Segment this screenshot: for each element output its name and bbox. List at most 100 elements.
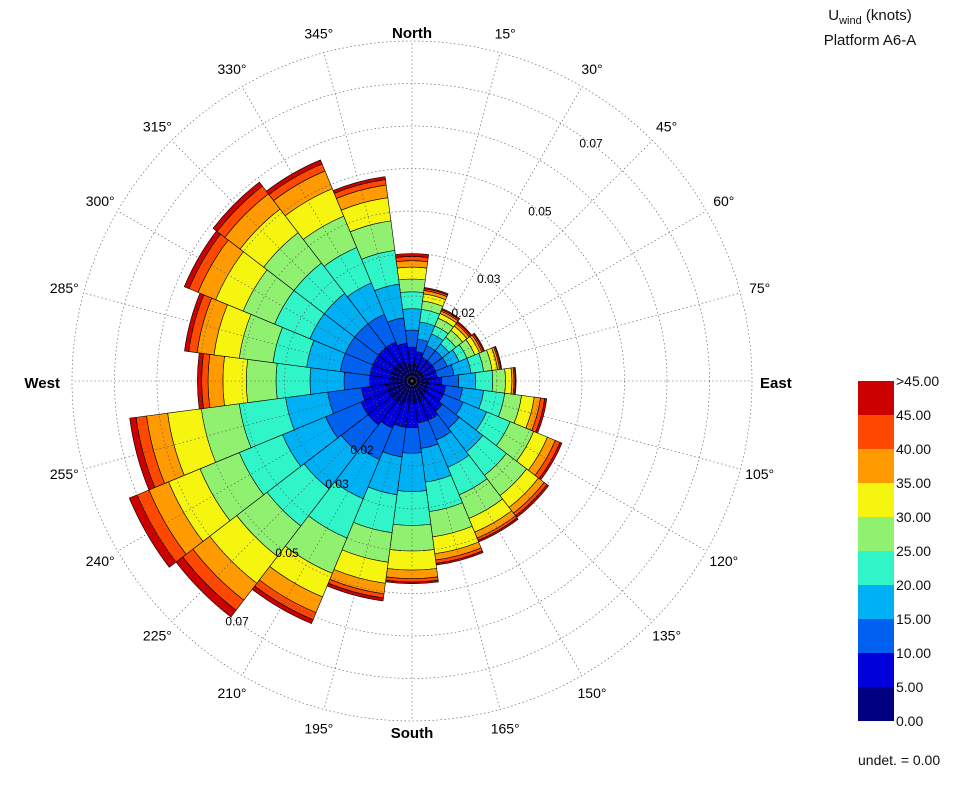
compass-south-label: South: [391, 725, 434, 742]
direction-tick-label: 165°: [491, 721, 520, 737]
sector-270-bin-4: [275, 362, 312, 400]
direction-tick-label: 345°: [304, 25, 333, 41]
compass-east-label: East: [760, 375, 792, 392]
direction-tick-label: 45°: [656, 118, 677, 134]
grid-spoke: [241, 380, 413, 676]
grid-spoke: [241, 86, 413, 382]
sector-315-bin-9: [212, 181, 263, 232]
grid-ring: [284, 253, 540, 509]
grid-spoke: [411, 380, 741, 470]
grid-spoke: [323, 52, 413, 382]
polar-grid: [71, 40, 753, 722]
undetermined-note: undet. = 0.00: [858, 752, 941, 768]
sector-240-bin-9: [128, 494, 177, 568]
legend-label: 30.00: [894, 509, 932, 525]
station-name: Platform A6-A: [823, 32, 917, 49]
compass-west-label: West: [24, 375, 60, 392]
legend-label: 35.00: [894, 475, 932, 491]
legend-label: 10.00: [894, 645, 932, 661]
legend-label: 25.00: [894, 543, 932, 559]
legend-swatch: [858, 517, 894, 551]
radial-tick-label: 0.02: [350, 443, 374, 457]
direction-tick-labels: 15° 30° 45° 60° 75° 105° 120° 135° 150° 165° 195° 2…: [50, 25, 774, 736]
legend-swatch: [858, 449, 894, 483]
sector-270-bin-7: [207, 354, 225, 408]
direction-tick-label: 225°: [143, 628, 172, 644]
radial-tick-label: 0.05: [528, 204, 552, 218]
sector-255-bin-9: [129, 417, 156, 491]
grid-spoke: [411, 380, 501, 710]
grid-ring: [156, 125, 668, 637]
direction-tick-label: 240°: [86, 553, 115, 569]
variable-symbol: U: [828, 7, 840, 24]
legend-label: 5.00: [894, 679, 924, 695]
grid-spoke: [411, 86, 583, 382]
grid-ring: [71, 40, 753, 722]
legend-swatch: [858, 653, 894, 687]
grid-spoke: [171, 380, 413, 622]
legend-swatch: [858, 551, 894, 585]
grid-spoke: [117, 210, 413, 382]
variable-subscript: wind: [839, 15, 862, 27]
radial-tick-label: 0.07: [225, 615, 249, 629]
grid-ring: [241, 210, 583, 552]
direction-tick-label: 15°: [495, 25, 516, 41]
grid-spoke: [83, 380, 413, 470]
direction-tick-label: 195°: [304, 721, 333, 737]
grid-spoke: [411, 52, 501, 382]
radial-tick-label: 0.07: [579, 136, 603, 150]
compass-north-label: North: [392, 25, 432, 42]
direction-tick-label: 285°: [50, 280, 79, 296]
legend-swatch: [858, 585, 894, 619]
grid-spoke: [411, 292, 741, 382]
sector-90-bin-5: [491, 368, 506, 394]
grid-spoke: [411, 140, 653, 382]
legend-label: 45.00: [894, 407, 932, 423]
direction-tick-label: 150°: [578, 685, 607, 701]
legend-swatch: [858, 381, 894, 415]
radial-tick-labels: 0.02 0.02 0.03 0.03 0.05 0.05 0.07 0.07: [225, 136, 603, 628]
sector-345-bin-9: [332, 176, 386, 194]
variable-title: Uwind (knots): [790, 6, 950, 31]
radial-tick-label: 0.02: [452, 306, 476, 320]
legend-label: 40.00: [894, 441, 932, 457]
direction-tick-label: 300°: [86, 193, 115, 209]
legend-swatch: [858, 483, 894, 517]
sector-330-bin-9: [265, 159, 323, 195]
legend-swatch: [858, 619, 894, 653]
grid-spoke: [323, 380, 413, 710]
grid-spoke: [411, 210, 707, 382]
direction-tick-label: 330°: [218, 61, 247, 77]
grid-spoke: [171, 140, 413, 382]
direction-tick-label: 255°: [50, 466, 79, 482]
radial-tick-label: 0.03: [477, 272, 501, 286]
grid-ring: [369, 338, 455, 424]
radial-tick-label: 0.05: [275, 546, 299, 560]
grid-spoke: [117, 380, 413, 552]
grid-spoke: [411, 380, 583, 676]
grid-spoke: [411, 380, 707, 552]
direction-tick-label: 315°: [143, 118, 172, 134]
direction-tick-label: 60°: [713, 193, 734, 209]
sector-180-bin-6: [386, 549, 438, 571]
radial-tick-label: 0.03: [325, 477, 349, 491]
grid-spoke: [83, 292, 413, 382]
variable-units: (knots): [861, 7, 912, 24]
direction-tick-label: 105°: [745, 466, 774, 482]
wind-rose-sectors: [128, 159, 563, 625]
direction-tick-label: 75°: [749, 280, 770, 296]
sector-0-bin-5: [398, 278, 426, 293]
direction-tick-label: 30°: [581, 61, 602, 77]
legend-label: 15.00: [894, 611, 932, 627]
sector-0-bin-6: [396, 266, 428, 281]
legend-label: 0.00: [894, 713, 924, 729]
direction-tick-label: 135°: [652, 628, 681, 644]
direction-tick-label: 120°: [709, 553, 738, 569]
direction-tick-label: 210°: [218, 685, 247, 701]
legend-swatch: [858, 415, 894, 449]
chart-title: Uwind (knots) Platform A6-A: [790, 6, 950, 50]
sector-15-bin-9: [423, 287, 449, 296]
grid-spoke: [411, 380, 653, 622]
legend-label: >45.00: [894, 373, 940, 389]
